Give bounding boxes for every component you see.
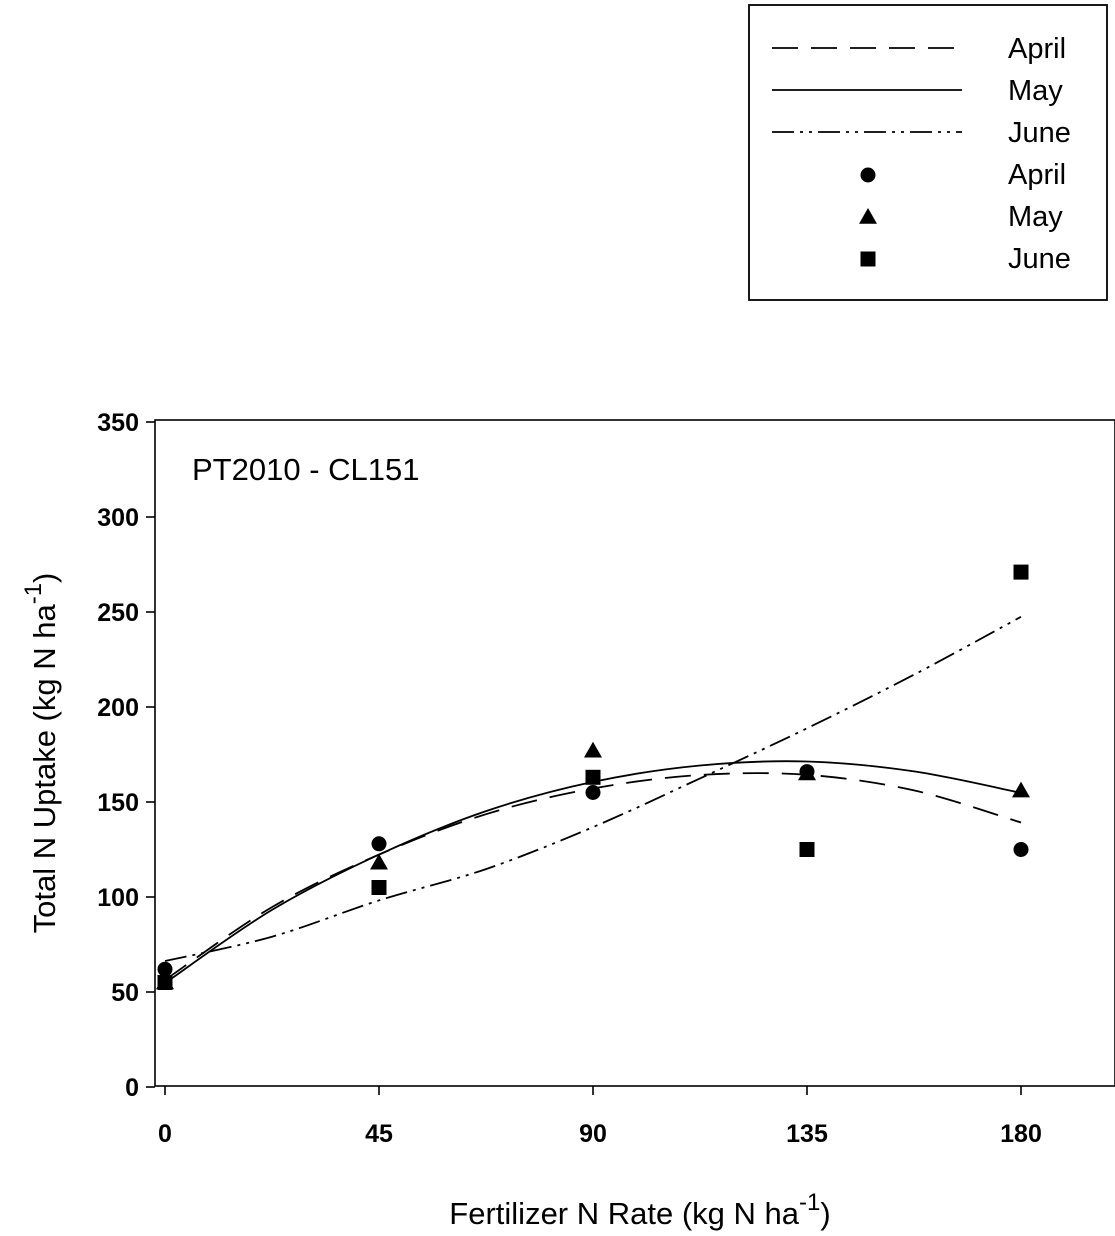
data-markers: [156, 564, 1030, 990]
legend-marker-june: [860, 251, 876, 267]
legend-label: April: [1008, 33, 1066, 65]
legend-label: June: [1008, 117, 1071, 149]
x-tick-label: 90: [579, 1120, 607, 1148]
y-tick-label: 0: [125, 1074, 139, 1102]
y-tick-label: 150: [97, 789, 139, 817]
data-point-may: [584, 741, 602, 758]
fit-line-june: [164, 616, 1022, 962]
x-tick-label: 135: [786, 1120, 828, 1148]
data-point-june: [585, 769, 601, 785]
y-axis-title: Total N Uptake (kg N ha-1): [20, 573, 62, 934]
y-tick-label: 250: [97, 599, 139, 627]
data-point-june: [1013, 564, 1029, 580]
data-point-april: [371, 836, 387, 852]
x-tick-label: 45: [365, 1120, 393, 1148]
y-axis-title-main: Total N Uptake (kg N ha: [27, 604, 62, 934]
fit-line-april: [164, 772, 1022, 981]
x-axis-title-suffix: ): [820, 1196, 830, 1231]
legend-label: April: [1008, 159, 1066, 191]
y-tick-label: 50: [111, 979, 139, 1007]
legend-label: May: [1008, 201, 1063, 233]
plot-frame: [154, 419, 1115, 1087]
x-tick-label: 0: [158, 1120, 172, 1148]
x-axis-title: Fertilizer N Rate (kg N ha-1): [449, 1189, 830, 1231]
data-point-april: [585, 785, 601, 800]
y-tick-label: 350: [97, 409, 139, 437]
legend-marker-may: [859, 208, 877, 224]
legend-box: [748, 4, 1108, 301]
data-point-june: [157, 975, 173, 990]
x-axis-title-main: Fertilizer N Rate (kg N ha: [449, 1196, 799, 1231]
y-axis-ticks: 0 50 100 150 200 250 300 350: [97, 409, 155, 1102]
legend-label: May: [1008, 75, 1063, 107]
y-tick-label: 200: [97, 694, 139, 722]
data-point-may: [370, 853, 388, 870]
y-axis-title-suffix: ): [27, 573, 62, 583]
data-point-may: [798, 764, 816, 781]
data-point-may: [1012, 781, 1030, 798]
data-point-april: [1013, 842, 1029, 857]
x-axis-title-superscript: -1: [799, 1189, 820, 1216]
x-axis-ticks: 0 45 90 135 180: [158, 1086, 1042, 1148]
legend-label: June: [1008, 243, 1071, 275]
y-axis-title-superscript: -1: [20, 583, 47, 604]
legend: April May June April May June: [748, 4, 1108, 301]
data-point-april: [157, 961, 173, 977]
y-tick-label: 300: [97, 504, 139, 532]
data-point-june: [799, 842, 815, 857]
plot-area: 0 50 100 150 200 250 300 350 0 45 90 135 180 PT2010…: [97, 409, 1115, 1148]
legend-marker-april: [860, 167, 876, 183]
chart-annotation: PT2010 - CL151: [192, 452, 419, 487]
data-point-june: [371, 880, 387, 895]
x-tick-label: 180: [1000, 1120, 1042, 1148]
y-tick-label: 100: [97, 884, 139, 912]
